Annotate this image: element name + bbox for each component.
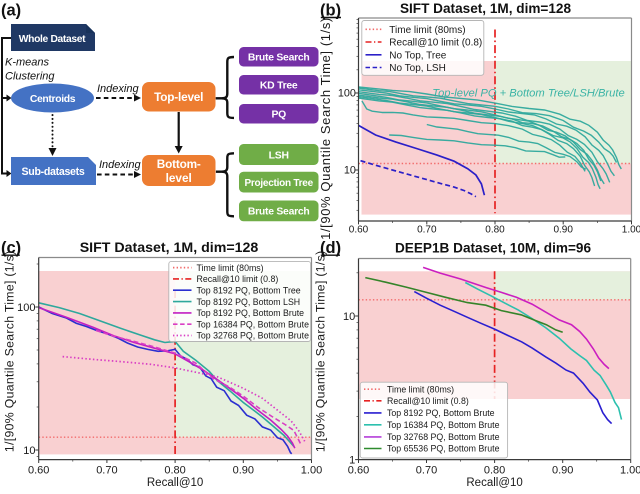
svg-text:No Top, LSH: No Top, LSH — [389, 63, 446, 74]
svg-text:1.00: 1.00 — [620, 465, 640, 477]
svg-text:1.00: 1.00 — [301, 465, 322, 477]
svg-text:(b): (b) — [320, 1, 341, 19]
svg-text:Indexing: Indexing — [97, 83, 139, 95]
svg-text:Top-level PQ + Bottom Tree/LSH: Top-level PQ + Bottom Tree/LSH/Brute — [432, 88, 624, 100]
svg-text:Top 32768 PQ, Bottom Brute: Top 32768 PQ, Bottom Brute — [387, 432, 500, 442]
svg-text:0.60: 0.60 — [28, 465, 49, 477]
svg-text:Recall@10 limit (0.8): Recall@10 limit (0.8) — [387, 396, 469, 406]
svg-text:Whole Dataset: Whole Dataset — [19, 34, 86, 45]
svg-text:0.80: 0.80 — [164, 465, 185, 477]
svg-text:SIFT Dataset, 1M, dim=128: SIFT Dataset, 1M, dim=128 — [400, 1, 572, 16]
svg-text:Top 16384 PQ, Bottom Brute: Top 16384 PQ, Bottom Brute — [387, 420, 500, 430]
svg-text:Top 8192 PQ, Bottom Tree: Top 8192 PQ, Bottom Tree — [197, 285, 301, 295]
svg-text:Recall@10: Recall@10 — [466, 477, 522, 489]
svg-text:KD Tree: KD Tree — [260, 81, 298, 92]
svg-text:Top 8192 PQ, Bottom Brute: Top 8192 PQ, Bottom Brute — [387, 408, 495, 418]
svg-text:Brute Search: Brute Search — [248, 207, 310, 218]
svg-text:1/[90% Quantile Search Time] (: 1/[90% Quantile Search Time] (1/s) — [314, 251, 328, 453]
svg-text:(c): (c) — [1, 239, 21, 257]
svg-text:Time limit (80ms): Time limit (80ms) — [197, 263, 264, 273]
svg-text:DEEP1B Dataset, 10M, dim=96: DEEP1B Dataset, 10M, dim=96 — [395, 240, 592, 255]
svg-text:Top 16384 PQ, Bottom Brute: Top 16384 PQ, Bottom Brute — [197, 319, 310, 329]
svg-text:0.70: 0.70 — [417, 224, 437, 235]
svg-text:Recall@10 limit (0.8): Recall@10 limit (0.8) — [389, 38, 482, 49]
svg-text:10: 10 — [343, 311, 355, 323]
svg-text:0.70: 0.70 — [96, 465, 117, 477]
svg-text:0.90: 0.90 — [552, 465, 573, 477]
svg-text:0.60: 0.60 — [348, 465, 369, 477]
svg-text:100: 100 — [17, 302, 35, 314]
svg-text:Recall@10 limit (0.8): Recall@10 limit (0.8) — [197, 274, 279, 284]
svg-text:0.80: 0.80 — [485, 224, 505, 235]
svg-text:SIFT Dataset, 1M, dim=128: SIFT Dataset, 1M, dim=128 — [80, 240, 259, 256]
svg-text:Top 32768 PQ, Bottom Brute: Top 32768 PQ, Bottom Brute — [197, 331, 310, 341]
svg-text:Projection Tree: Projection Tree — [244, 178, 313, 189]
svg-text:K-means: K-means — [5, 57, 50, 69]
svg-text:1.00: 1.00 — [622, 224, 640, 235]
svg-text:PQ: PQ — [271, 110, 286, 121]
svg-text:10: 10 — [344, 165, 356, 177]
svg-text:No Top, Tree: No Top, Tree — [389, 50, 447, 61]
svg-text:Brute Search: Brute Search — [248, 53, 310, 64]
svg-text:level: level — [166, 171, 192, 185]
svg-text:Time limit (80ms): Time limit (80ms) — [387, 384, 454, 394]
svg-text:0.60: 0.60 — [349, 224, 369, 235]
svg-text:0.90: 0.90 — [553, 224, 573, 235]
svg-text:0.80: 0.80 — [484, 465, 505, 477]
svg-text:Top-level: Top-level — [154, 90, 203, 104]
svg-text:100: 100 — [338, 88, 356, 100]
svg-text:Sub-datasets: Sub-datasets — [22, 166, 85, 178]
svg-text:0.70: 0.70 — [416, 465, 437, 477]
svg-text:LSH: LSH — [269, 150, 289, 161]
svg-text:1: 1 — [349, 455, 355, 467]
svg-text:Time limit (80ms): Time limit (80ms) — [389, 25, 465, 36]
svg-text:Top 8192 PQ, Bottom Brute: Top 8192 PQ, Bottom Brute — [197, 308, 305, 318]
svg-text:Recall@10: Recall@10 — [147, 477, 203, 489]
svg-text:Top 65536 PQ, Bottom Brute: Top 65536 PQ, Bottom Brute — [387, 444, 500, 454]
svg-text:(d): (d) — [320, 239, 341, 257]
svg-text:Centroids: Centroids — [30, 94, 76, 105]
svg-text:Bottom-: Bottom- — [157, 157, 201, 171]
svg-text:(a): (a) — [1, 2, 21, 20]
svg-text:1/[90% Quantile Search Time] (: 1/[90% Quantile Search Time] (1/s) — [318, 17, 333, 240]
svg-text:0.90: 0.90 — [233, 465, 254, 477]
svg-text:1/[90% Quantile Search Time] (: 1/[90% Quantile Search Time] (1/s) — [3, 251, 17, 453]
svg-text:Indexing: Indexing — [99, 159, 141, 171]
svg-text:Top 8192 PQ, Bottom LSH: Top 8192 PQ, Bottom LSH — [197, 297, 301, 307]
svg-text:10: 10 — [23, 445, 35, 457]
svg-text:Clustering: Clustering — [5, 71, 55, 83]
